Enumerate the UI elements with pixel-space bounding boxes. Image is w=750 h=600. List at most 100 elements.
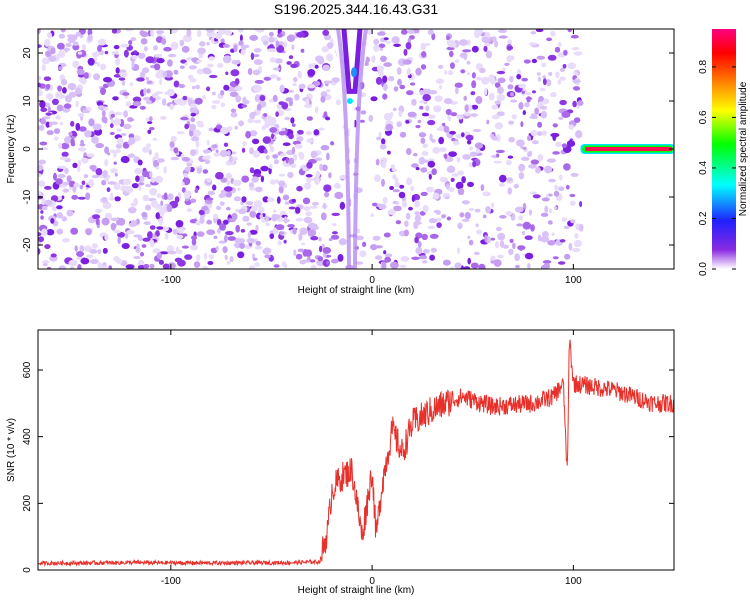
spectral-speckle xyxy=(228,218,236,223)
spectrogram-ylabel: Frequency (Hz) xyxy=(6,115,17,184)
spectral-speckle xyxy=(388,76,395,82)
spectral-speckle xyxy=(537,234,542,242)
spectral-speckle xyxy=(55,178,63,185)
spectral-speckle xyxy=(554,46,561,53)
spectral-speckle xyxy=(280,153,286,157)
spectral-speckle xyxy=(293,153,298,162)
spectral-speckle xyxy=(421,112,430,117)
spectral-speckle xyxy=(113,118,122,126)
spectral-speckle xyxy=(303,206,311,211)
spectral-speckle xyxy=(41,197,46,206)
spectral-speckle xyxy=(140,31,149,38)
spectral-speckle xyxy=(521,77,528,82)
spectral-speckle xyxy=(145,76,150,81)
spectral-speckle xyxy=(391,36,400,44)
spectral-speckle xyxy=(154,152,159,160)
spectral-speckle xyxy=(282,194,290,201)
spectral-speckle xyxy=(438,136,445,145)
spectral-speckle xyxy=(290,63,298,68)
spectral-speckle xyxy=(399,184,405,189)
spectral-speckle xyxy=(215,246,219,251)
spectral-speckle xyxy=(223,142,229,147)
spectral-speckle xyxy=(540,110,547,119)
spectral-speckle xyxy=(414,214,421,223)
spectral-speckle xyxy=(164,232,169,240)
spectral-speckle xyxy=(404,220,409,227)
spectral-speckle xyxy=(81,157,89,164)
spectral-speckle xyxy=(44,186,52,190)
snr-ticks: -100 0 100 0 200 400 600 xyxy=(22,330,674,587)
spectral-speckle xyxy=(546,37,553,42)
spectral-speckle xyxy=(92,123,102,131)
spectral-speckle xyxy=(439,147,447,153)
spectral-speckle xyxy=(572,86,581,91)
spectral-speckle xyxy=(60,142,70,150)
spectral-speckle xyxy=(161,98,167,106)
spectral-speckle xyxy=(96,62,100,67)
spectral-speckle xyxy=(272,94,278,103)
spectral-speckle xyxy=(275,111,279,117)
spectral-speckle xyxy=(253,54,260,58)
spectral-speckle xyxy=(219,201,225,206)
spectral-speckle xyxy=(306,116,313,121)
spectral-speckle xyxy=(278,231,285,235)
spectral-speckle xyxy=(490,202,495,208)
spectral-speckle xyxy=(378,203,387,210)
spectral-speckle xyxy=(305,211,313,217)
spectral-speckle xyxy=(72,162,78,169)
spectral-speckle xyxy=(40,215,44,220)
spectral-speckle xyxy=(445,196,450,200)
spectral-speckle xyxy=(364,62,369,66)
spectral-speckle xyxy=(397,78,402,86)
spectral-speckle xyxy=(235,224,240,233)
spectral-speckle xyxy=(450,62,455,69)
spectral-speckle xyxy=(91,168,96,172)
spectral-speckle xyxy=(463,95,468,101)
spectral-speckle xyxy=(67,83,77,91)
spectral-speckle xyxy=(95,142,104,149)
spectral-speckle xyxy=(506,177,513,182)
spectral-speckle xyxy=(57,42,65,50)
spectral-speckle xyxy=(283,263,288,268)
spectral-speckle xyxy=(435,78,444,84)
spectral-speckle xyxy=(260,165,269,172)
spectral-speckle xyxy=(127,153,136,158)
spectral-speckle xyxy=(195,220,201,226)
spectral-speckle xyxy=(552,123,558,128)
spectral-speckle xyxy=(298,232,303,241)
spectral-speckle xyxy=(504,62,510,66)
spectral-speckle xyxy=(541,231,549,238)
spectral-speckle xyxy=(65,42,72,48)
spectral-speckle xyxy=(415,67,422,76)
spectral-speckle xyxy=(195,166,203,170)
spectral-speckle xyxy=(262,247,272,255)
spectral-speckle xyxy=(135,246,141,254)
spectral-speckle xyxy=(385,123,394,131)
spectral-speckle xyxy=(44,199,53,206)
spectral-speckle xyxy=(572,100,577,108)
spectral-speckle xyxy=(56,94,66,99)
tone-line-core xyxy=(585,147,672,151)
spectral-speckle xyxy=(238,29,244,33)
spectral-speckle xyxy=(93,73,101,81)
spectral-speckle xyxy=(51,98,59,106)
spectral-speckle xyxy=(111,29,118,34)
spectral-speckle xyxy=(178,99,187,106)
spectral-speckle xyxy=(421,151,429,156)
spectral-speckle xyxy=(38,180,46,187)
spectral-speckle xyxy=(373,38,380,45)
spectral-speckle xyxy=(326,42,334,49)
spectral-speckle xyxy=(495,149,505,153)
spectral-speckle xyxy=(385,40,391,44)
spectral-speckle xyxy=(274,179,280,184)
spectral-speckle xyxy=(110,113,116,118)
spectral-speckle xyxy=(457,222,463,230)
spectral-speckle xyxy=(463,112,471,116)
spectral-speckle xyxy=(149,171,153,178)
spectral-speckle xyxy=(205,29,215,33)
spectral-speckle xyxy=(283,239,287,244)
spectral-speckle xyxy=(269,163,273,169)
spectral-speckle xyxy=(131,183,139,189)
spectral-speckle xyxy=(259,214,264,219)
spectral-speckle xyxy=(286,61,292,65)
